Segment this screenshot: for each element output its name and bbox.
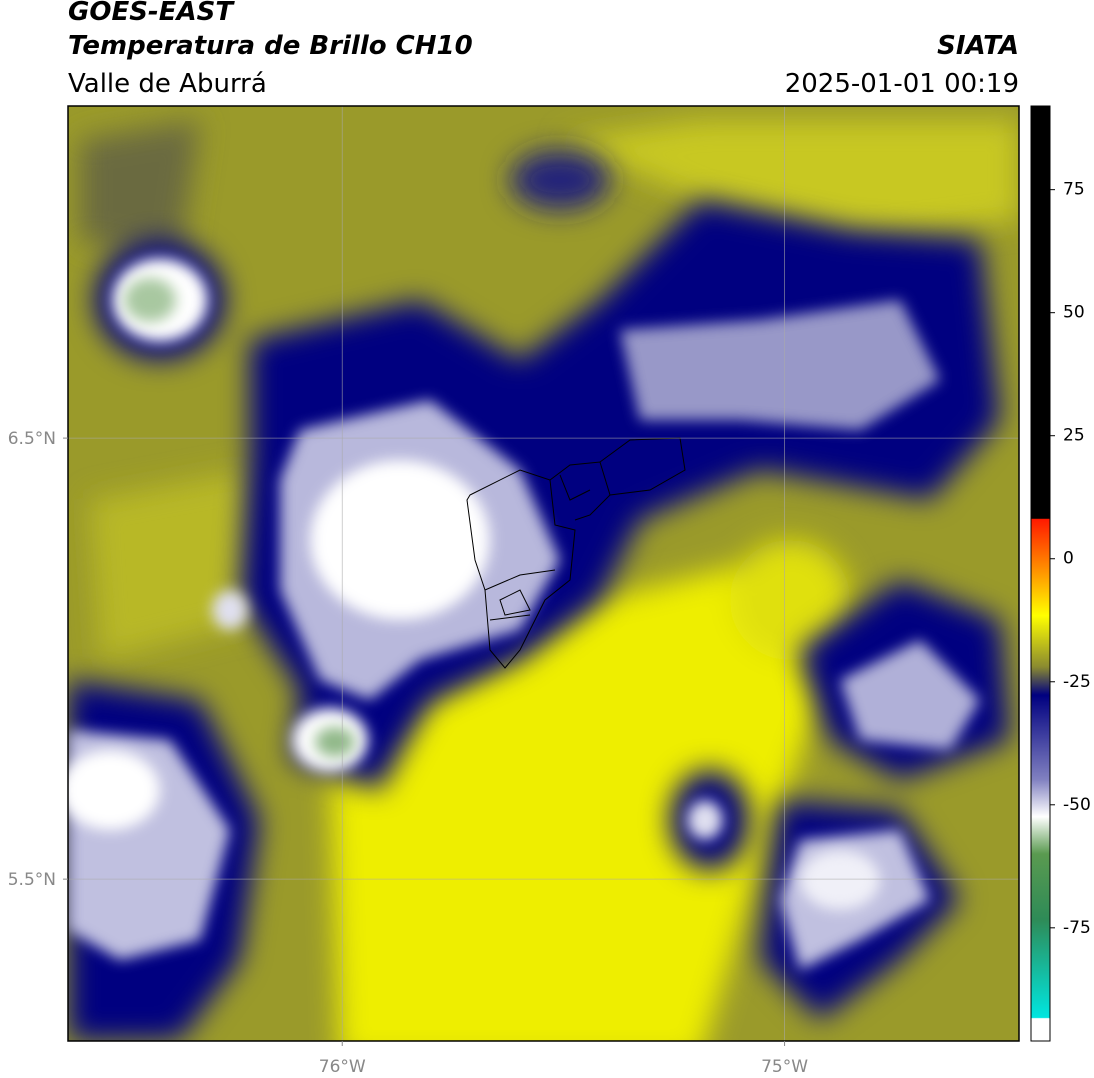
datetime: 2025-01-01 00:19 — [785, 69, 1019, 99]
satellite-title: GOES-EAST — [68, 0, 235, 27]
basin-outline — [466, 437, 686, 669]
org-title: SIATA — [937, 31, 1019, 61]
map-frame — [67, 105, 1020, 1042]
colorbar-tick-label: 75 — [1063, 180, 1085, 200]
colorbar-tick-label: -75 — [1063, 918, 1091, 938]
y-tick-label: 6.5°N — [8, 429, 56, 449]
colorbar-tick-label: -25 — [1063, 672, 1091, 692]
product-title: Temperatura de Brillo CH10 — [68, 31, 473, 61]
colorbar-tick-label: 25 — [1063, 426, 1085, 446]
colorbar-tick-label: 50 — [1063, 303, 1085, 323]
region-title: Valle de Aburrá — [68, 69, 267, 99]
colorbar — [1030, 105, 1051, 1042]
x-tick-label: 75°W — [761, 1057, 808, 1077]
colorbar-tick-label: -50 — [1063, 795, 1091, 815]
graticule — [68, 106, 1019, 1041]
satellite-image — [68, 106, 1019, 1041]
colorbar-tick-label: 0 — [1063, 549, 1074, 569]
x-tick-label: 76°W — [319, 1057, 366, 1077]
y-tick-label: 5.5°N — [8, 870, 56, 890]
